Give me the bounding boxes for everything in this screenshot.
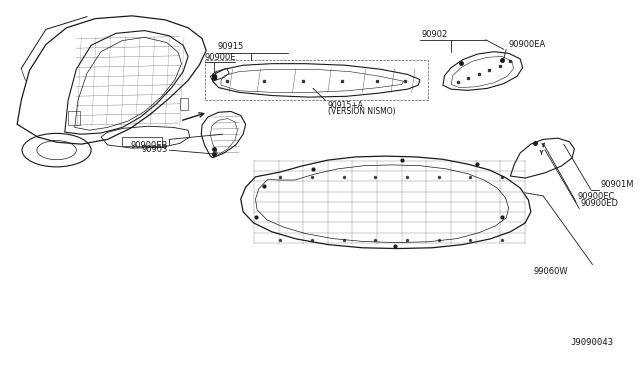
Text: 90900E: 90900E bbox=[205, 53, 236, 62]
Text: (VERSION NISMO): (VERSION NISMO) bbox=[328, 108, 396, 116]
Text: 90915+A: 90915+A bbox=[328, 101, 364, 110]
Text: 90901M: 90901M bbox=[601, 180, 634, 189]
Bar bbox=[122, 137, 162, 146]
Text: 90903: 90903 bbox=[141, 145, 168, 154]
Text: 90915: 90915 bbox=[218, 42, 244, 51]
Text: 99060W: 99060W bbox=[533, 267, 568, 276]
Text: 90900ED: 90900ED bbox=[581, 199, 619, 208]
Bar bbox=[180, 98, 188, 110]
Text: 90902: 90902 bbox=[422, 29, 448, 39]
Text: 90900EB: 90900EB bbox=[130, 141, 168, 150]
Text: J9090043: J9090043 bbox=[570, 339, 613, 347]
Bar bbox=[68, 111, 79, 125]
Bar bbox=[205, 60, 428, 100]
Text: 90900EA: 90900EA bbox=[509, 39, 546, 48]
Text: 90900EC: 90900EC bbox=[578, 192, 615, 201]
